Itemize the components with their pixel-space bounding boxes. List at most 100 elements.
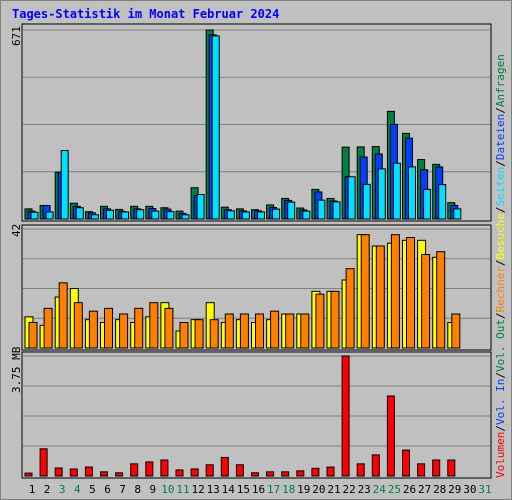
bar-volumen-day-15: [235, 464, 244, 477]
bar-volumen-day-14: [220, 456, 229, 477]
bar-rechner-day-26: [406, 237, 415, 349]
bar-volumen-day-27: [417, 463, 426, 477]
bar-rechner-day-2: [43, 307, 53, 349]
bar-volumen-day-7: [115, 472, 124, 477]
x-tick-label: 15: [237, 483, 250, 496]
bar-seiten-day-13: [211, 35, 220, 220]
x-tick-label: 31: [478, 483, 491, 496]
x-tick-label: 20: [312, 483, 325, 496]
bar-volumen-day-11: [175, 469, 184, 477]
bar-seiten-day-23: [362, 183, 371, 220]
bar-rechner-day-24: [375, 245, 385, 349]
x-tick-label: 12: [191, 483, 204, 496]
x-tick-label: 23: [358, 483, 371, 496]
bar-volumen-day-21: [326, 466, 335, 477]
bar-volumen-day-13: [205, 464, 214, 477]
bar-rechner-day-18: [285, 313, 295, 349]
x-tick-label: 24: [373, 483, 387, 496]
bar-seiten-day-15: [241, 211, 250, 220]
bar-volumen-day-20: [311, 467, 320, 477]
bar-seiten-day-27: [423, 188, 432, 220]
x-tick-label: 5: [89, 483, 96, 496]
bar-seiten-day-9: [151, 210, 160, 220]
x-tick-label: 13: [207, 483, 220, 496]
x-tick-label: 14: [222, 483, 236, 496]
bar-rechner-day-19: [300, 313, 310, 349]
bar-seiten-day-22: [347, 176, 356, 220]
bar-volumen-day-10: [160, 459, 169, 477]
bar-rechner-day-10: [164, 307, 174, 349]
bar-seiten-day-10: [166, 211, 175, 220]
x-tick-label: 1: [29, 483, 36, 496]
bar-rechner-day-11: [179, 322, 189, 349]
bar-seiten-day-3: [60, 150, 69, 220]
bar-seiten-day-11: [181, 214, 190, 220]
x-tick-label: 30: [463, 483, 476, 496]
bar-rechner-day-15: [239, 313, 249, 349]
bar-seiten-day-4: [75, 207, 84, 220]
bar-seiten-day-26: [408, 166, 416, 220]
bar-volumen-day-17: [266, 471, 275, 477]
x-tick-label: 22: [342, 483, 355, 496]
bar-rechner-day-29: [451, 313, 461, 349]
bar-seiten-day-6: [106, 209, 114, 220]
x-tick-label: 8: [134, 483, 141, 496]
bar-seiten-day-12: [196, 193, 205, 220]
x-tick-label: 19: [297, 483, 310, 496]
bar-rechner-day-6: [104, 307, 113, 349]
bar-volumen-day-9: [145, 461, 154, 477]
bar-seiten-day-25: [392, 162, 401, 220]
bar-seiten-day-24: [377, 168, 386, 220]
bar-seiten-day-16: [257, 211, 265, 220]
bar-rechner-day-23: [360, 234, 370, 349]
x-tick-label: 26: [403, 483, 416, 496]
x-tick-label: 25: [388, 483, 401, 496]
bar-rechner-day-12: [194, 319, 204, 349]
x-tick-label: 4: [74, 483, 81, 496]
bar-rechner-day-25: [390, 234, 400, 349]
bar-rechner-day-4: [73, 302, 83, 349]
bar-seiten-day-1: [30, 211, 39, 220]
bar-volumen-day-18: [281, 471, 290, 477]
bar-rechner-day-3: [58, 282, 68, 349]
bar-volumen-day-12: [190, 468, 199, 477]
chart-panel-3: [21, 351, 492, 479]
bar-seiten-day-20: [317, 199, 326, 220]
bar-volumen-day-3: [54, 467, 63, 477]
bar-volumen-day-1: [24, 472, 33, 477]
bar-seiten-day-17: [272, 208, 281, 220]
bar-volumen-day-26: [402, 449, 410, 477]
chart-title: Tages-Statistik im Monat Februar 2024: [12, 7, 280, 21]
bar-rechner-day-13: [209, 319, 219, 349]
bar-rechner-day-16: [255, 313, 264, 349]
bar-rechner-day-9: [149, 302, 159, 349]
bar-seiten-day-28: [438, 184, 447, 220]
x-tick-label: 6: [104, 483, 111, 496]
x-tick-label: 16: [252, 483, 265, 496]
bar-rechner-day-17: [270, 310, 280, 349]
bar-rechner-day-22: [345, 268, 355, 349]
bar-volumen-day-23: [356, 463, 365, 477]
bar-seiten-day-5: [90, 214, 99, 220]
bar-rechner-day-20: [315, 293, 325, 349]
bar-rechner-day-28: [436, 251, 446, 349]
bar-volumen-day-8: [130, 463, 139, 477]
bar-volumen-day-4: [69, 468, 78, 477]
x-tick-label: 11: [176, 483, 189, 496]
x-tick-label: 3: [59, 483, 66, 496]
x-tick-label: 27: [418, 483, 431, 496]
x-tick-label: 10: [161, 483, 174, 496]
bar-volumen-day-5: [84, 466, 93, 477]
x-tick-label: 2: [44, 483, 51, 496]
x-tick-label: 17: [267, 483, 280, 496]
bar-rechner-day-14: [224, 313, 234, 349]
x-tick-label: 18: [282, 483, 295, 496]
x-tick-label: 7: [119, 483, 126, 496]
x-tick-label: 29: [448, 483, 461, 496]
bar-rechner-day-8: [134, 307, 144, 349]
bar-seiten-day-19: [302, 210, 311, 220]
bar-rechner-day-21: [330, 290, 340, 349]
bar-volumen-day-28: [432, 459, 441, 477]
bar-seiten-day-29: [453, 208, 462, 220]
